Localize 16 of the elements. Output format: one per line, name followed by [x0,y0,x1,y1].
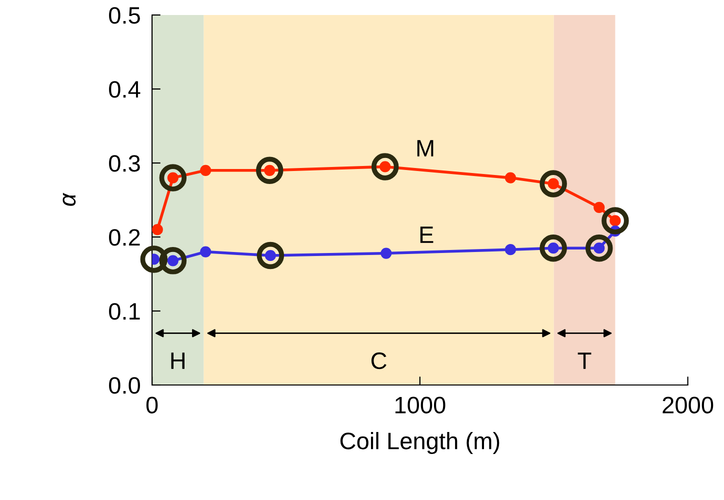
x-axis-title: Coil Length (m) [340,432,500,454]
band-label: H [171,352,184,369]
y-tick-label: 0.4 [109,81,140,98]
y-tick-label: 0.1 [109,303,140,320]
y-tick-label: 0.5 [109,7,140,24]
y-tick-label: 0.0 [109,377,140,394]
band-label: T [578,352,592,369]
x-tick-label: 2000 [662,396,714,414]
series-label: E [420,226,434,243]
y-axis-title: α [62,192,76,206]
y-tick-label: 0.3 [109,155,140,172]
x-tick-label: 0 [146,396,158,414]
x-tick-label: 1000 [395,396,446,414]
y-tick-label: 0.2 [109,229,140,246]
series-label: M [417,140,434,156]
band-label: C [371,352,386,370]
